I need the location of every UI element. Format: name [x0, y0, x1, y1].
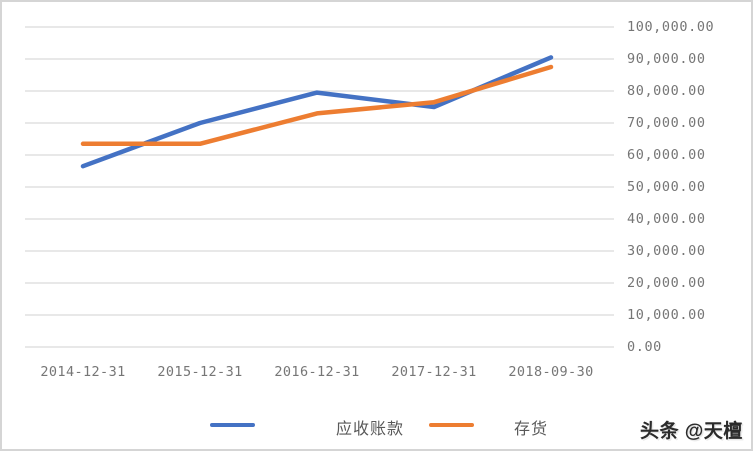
legend-label-receivables: 应收账款 [336, 421, 405, 438]
x-tick-label: 2017-12-31 [391, 364, 477, 380]
x-tick-label: 2016-12-31 [274, 364, 360, 380]
x-tick-label: 2014-12-31 [40, 364, 126, 380]
y-tick-label: 60,000.00 [627, 147, 706, 163]
y-tick-label: 40,000.00 [627, 211, 706, 227]
y-tick-label: 30,000.00 [627, 243, 706, 259]
legend-label-inventory: 存货 [514, 421, 549, 438]
y-tick-label: 0.00 [627, 339, 662, 355]
y-tick-label: 70,000.00 [627, 115, 706, 131]
legend-swatch-inventory [429, 423, 474, 427]
y-tick-label: 50,000.00 [627, 179, 706, 195]
x-tick-label: 2018-09-30 [508, 364, 594, 380]
y-tick-label: 20,000.00 [627, 275, 706, 291]
series-line-inventory [80, 64, 554, 147]
legend-swatch-receivables [210, 423, 255, 427]
y-tick-label: 90,000.00 [627, 51, 706, 67]
y-tick-label: 10,000.00 [627, 307, 706, 323]
y-tick-label: 80,000.00 [627, 83, 706, 99]
y-tick-label: 100,000.00 [627, 19, 715, 35]
watermark-toutiao: 头条 @天檀 [640, 421, 743, 442]
x-tick-label: 2015-12-31 [157, 364, 243, 380]
